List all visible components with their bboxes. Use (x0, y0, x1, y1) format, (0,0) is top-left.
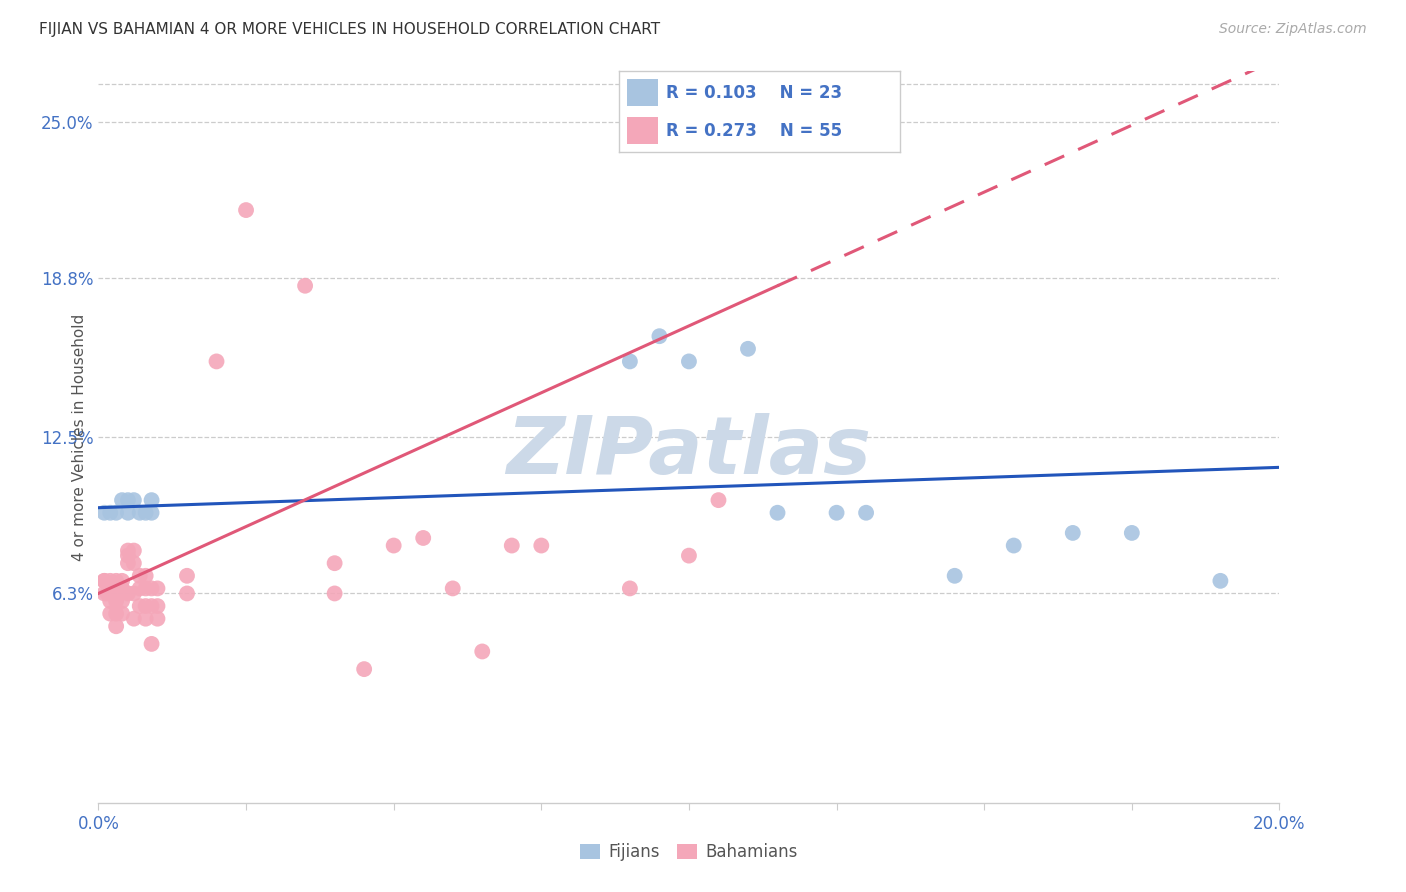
Point (117, 543, 139, 558)
Text: ZIPatlas: ZIPatlas (506, 413, 872, 491)
Point (117, 493, 139, 508)
Point (128, 582, 150, 596)
Point (141, 493, 163, 508)
Point (141, 582, 163, 596)
Legend: Fijians, Bahamians: Fijians, Bahamians (574, 837, 804, 868)
Point (117, 586, 139, 600)
Point (648, 329, 671, 343)
Point (98, 506, 121, 520)
Point (141, 599, 163, 613)
Point (943, 569, 966, 583)
Point (105, 607, 128, 621)
Point (235, 203, 257, 218)
Point (105, 574, 128, 588)
Point (619, 582, 641, 596)
Point (135, 612, 157, 626)
Point (678, 354, 700, 368)
Text: R = 0.103    N = 23: R = 0.103 N = 23 (666, 84, 842, 102)
Point (1121, 525, 1143, 540)
Text: R = 0.273    N = 55: R = 0.273 N = 55 (666, 122, 842, 140)
Point (382, 539, 405, 553)
Text: Source: ZipAtlas.com: Source: ZipAtlas.com (1219, 22, 1367, 37)
Point (111, 493, 134, 508)
Point (323, 556, 346, 570)
Point (117, 549, 139, 563)
Point (117, 506, 139, 520)
Point (98, 574, 121, 588)
Point (98, 594, 121, 608)
Point (737, 342, 759, 356)
Point (111, 594, 134, 608)
Point (135, 569, 157, 583)
Bar (627, 117, 658, 144)
Point (122, 543, 145, 558)
Point (128, 569, 150, 583)
Point (1209, 574, 1232, 588)
Point (146, 612, 169, 626)
Point (135, 582, 157, 596)
Point (111, 574, 134, 588)
Point (1002, 539, 1025, 553)
Point (122, 586, 145, 600)
Point (766, 506, 789, 520)
Point (323, 586, 346, 600)
Point (1062, 525, 1084, 540)
Point (128, 599, 150, 613)
Point (128, 506, 150, 520)
Point (619, 354, 641, 368)
Point (135, 506, 157, 520)
Point (471, 644, 494, 658)
Point (530, 539, 553, 553)
Point (93, 574, 115, 588)
Point (441, 582, 464, 596)
Bar (627, 79, 658, 106)
Point (412, 531, 434, 545)
Point (105, 619, 128, 633)
Point (176, 586, 198, 600)
Text: FIJIAN VS BAHAMIAN 4 OR MORE VEHICLES IN HOUSEHOLD CORRELATION CHART: FIJIAN VS BAHAMIAN 4 OR MORE VEHICLES IN… (39, 22, 661, 37)
Point (96, 586, 118, 600)
Point (98, 607, 121, 621)
Point (122, 556, 145, 570)
Point (105, 506, 128, 520)
Point (205, 354, 228, 368)
Point (146, 582, 169, 596)
Point (294, 278, 316, 293)
Point (111, 607, 134, 621)
Point (93, 586, 115, 600)
Point (105, 582, 128, 596)
Point (501, 539, 523, 553)
Point (353, 662, 375, 676)
Point (105, 594, 128, 608)
Point (146, 599, 169, 613)
Point (93, 506, 115, 520)
Y-axis label: 4 or more Vehicles in Household: 4 or more Vehicles in Household (72, 313, 87, 561)
Point (176, 569, 198, 583)
Point (141, 506, 163, 520)
Point (122, 493, 145, 508)
Point (141, 637, 163, 651)
Point (855, 506, 877, 520)
Point (111, 582, 134, 596)
Point (117, 556, 139, 570)
Point (707, 493, 730, 508)
Point (93, 574, 115, 588)
Point (122, 612, 145, 626)
Point (825, 506, 848, 520)
Point (135, 599, 157, 613)
Point (678, 549, 700, 563)
Point (103, 586, 125, 600)
